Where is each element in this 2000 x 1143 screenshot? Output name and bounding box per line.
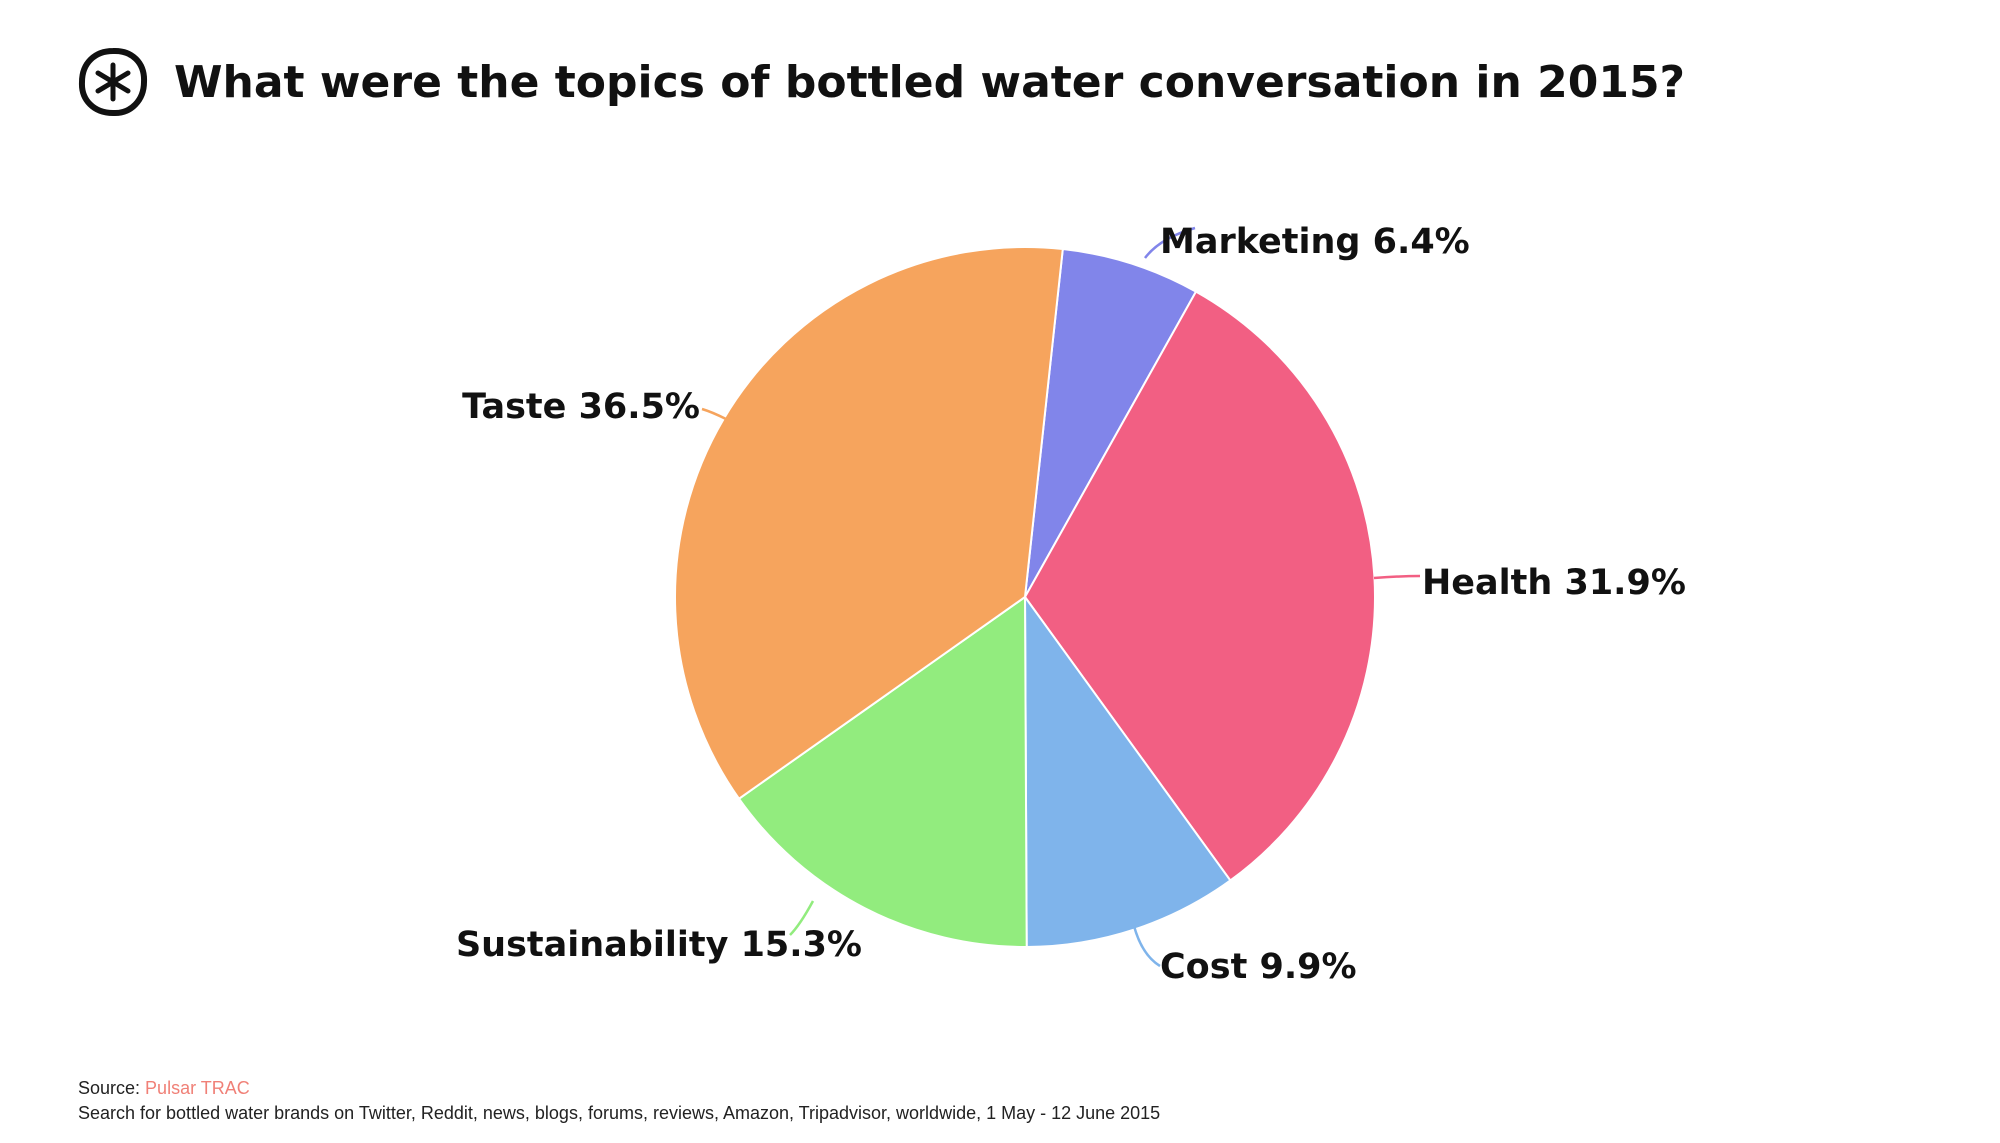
page-title: What were the topics of bottled water co… bbox=[174, 56, 1686, 108]
slice-label-health: Health 31.9% bbox=[1422, 563, 1686, 603]
pie-slice-health[interactable] bbox=[1023, 290, 1376, 882]
source-link[interactable]: Pulsar TRAC bbox=[145, 1078, 250, 1098]
slice-label-taste: Taste 36.5% bbox=[462, 387, 700, 427]
leader-line-cost bbox=[1132, 925, 1161, 968]
leader-line-sustainability bbox=[789, 900, 815, 936]
leader-line-taste bbox=[701, 407, 727, 421]
leader-line-health bbox=[1373, 574, 1421, 580]
pie-slices bbox=[674, 246, 1376, 949]
slice-labels: Marketing 6.4% Health 31.9% Cost 9.9% Susta… bbox=[456, 222, 1686, 987]
pie-slice-taste[interactable] bbox=[674, 246, 1064, 801]
leader-line-marketing bbox=[1144, 226, 1196, 259]
methodology-note: Search for bottled water brands on Twitt… bbox=[78, 1103, 1161, 1123]
slice-label-marketing: Marketing 6.4% bbox=[1160, 222, 1470, 262]
pie-slice-sustainability[interactable] bbox=[737, 595, 1028, 948]
source-line: Source: Pulsar TRAC bbox=[78, 1076, 1160, 1101]
source-prefix: Source: bbox=[78, 1078, 146, 1098]
asterisk-circle-logo-icon bbox=[78, 47, 148, 116]
header: What were the topics of bottled water co… bbox=[76, 42, 1685, 122]
slice-label-cost: Cost 9.9% bbox=[1160, 947, 1357, 987]
pie-slice-marketing[interactable] bbox=[1024, 247, 1198, 598]
pie-slice-cost[interactable] bbox=[1023, 593, 1232, 949]
footer: Source: Pulsar TRAC Search for bottled w… bbox=[78, 1076, 1160, 1126]
leader-lines bbox=[701, 226, 1421, 968]
slice-label-sustainability: Sustainability 15.3% bbox=[456, 925, 862, 965]
